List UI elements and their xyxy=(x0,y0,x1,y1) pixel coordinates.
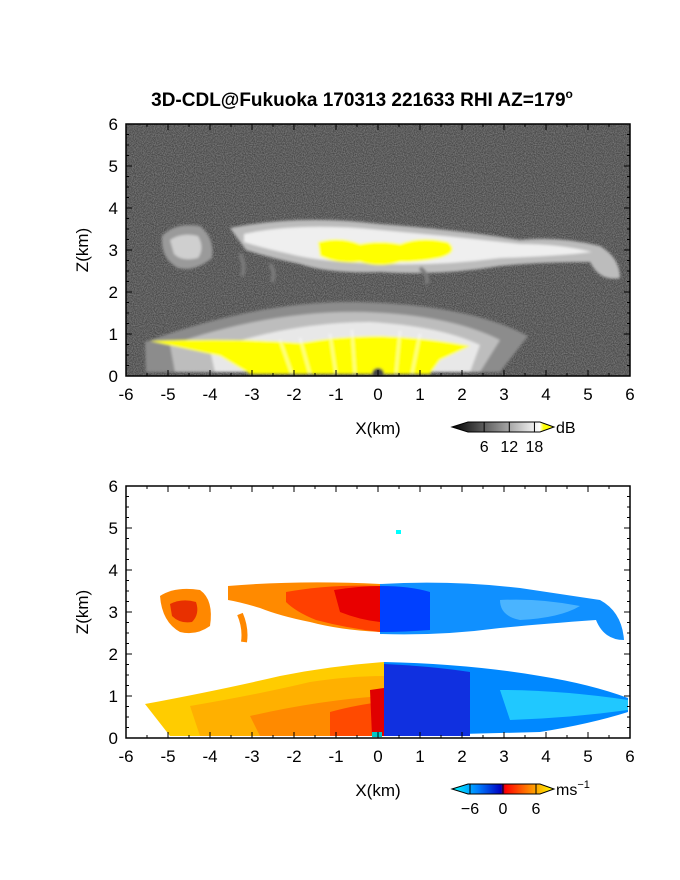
title-text: 3D-CDL@Fukuoka 170313 221633 RHI AZ=179 xyxy=(151,90,565,111)
velocity-ytick-label: 2 xyxy=(109,645,118,664)
intensity-xtick-label: 6 xyxy=(625,385,634,404)
velocity-colorbar-ticks: −6 0 6 xyxy=(461,784,541,818)
intensity-colorbar: dB 6 12 18 xyxy=(450,420,576,456)
intensity-xtick-label: 4 xyxy=(541,385,550,404)
intensity-colorbar-bar xyxy=(450,421,556,433)
velocity-xtick-label: 4 xyxy=(541,747,550,766)
intensity-ytick-label: 1 xyxy=(109,325,118,344)
intensity-xtick-label: -5 xyxy=(160,385,175,404)
velocity-xtick-label: 0 xyxy=(373,747,382,766)
intensity-xtick-label: 3 xyxy=(499,385,508,404)
intensity-ytick-label: 2 xyxy=(109,283,118,302)
velocity-boundary-layer xyxy=(145,662,628,737)
intensity-ytick-label: 3 xyxy=(109,241,118,260)
velocity-ticks: -6 -5 -4 -3 -2 -1 0 1 2 3 4 5 6 0 1 2 3 4 5 6 xyxy=(109,477,635,766)
intensity-ytick-label: 5 xyxy=(109,157,118,176)
velocity-colorbar-unit-base: ms xyxy=(556,782,577,799)
intensity-xtick-label: 1 xyxy=(415,385,424,404)
velocity-xtick-label: 3 xyxy=(499,747,508,766)
velocity-cloud-layer xyxy=(160,530,624,643)
velocity-colorbar-tick-label: 0 xyxy=(499,801,508,818)
intensity-xtick-label: 0 xyxy=(373,385,382,404)
velocity-xtick-label: -4 xyxy=(202,747,217,766)
intensity-xtick-label: -2 xyxy=(286,385,301,404)
intensity-ticks: -6 -5 -4 -3 -2 -1 0 1 2 3 4 5 6 0 1 2 3 4 5 6 xyxy=(109,115,635,404)
intensity-xtick-label: -6 xyxy=(118,385,133,404)
velocity-ytick-label: 6 xyxy=(109,477,118,496)
velocity-colorbar-unit-exp: −1 xyxy=(577,779,590,791)
intensity-xtick-label: 5 xyxy=(583,385,592,404)
velocity-ytick-label: 4 xyxy=(109,561,118,580)
intensity-xtick-label: -4 xyxy=(202,385,217,404)
velocity-xtick-label: 2 xyxy=(457,747,466,766)
velocity-xtick-label: -3 xyxy=(244,747,259,766)
velocity-plot-area xyxy=(126,486,630,738)
velocity-xtick-label: 1 xyxy=(415,747,424,766)
velocity-xtick-label: -5 xyxy=(160,747,175,766)
velocity-ytick-label: 1 xyxy=(109,687,118,706)
velocity-xtick-label: 5 xyxy=(583,747,592,766)
figure-title: 3D-CDL@Fukuoka 170313 221633 RHI AZ=179o xyxy=(151,87,573,111)
intensity-ylabel: Z(km) xyxy=(73,228,92,272)
velocity-xlabel: X(km) xyxy=(355,781,400,800)
velocity-ylabel: Z(km) xyxy=(73,590,92,634)
velocity-xtick-label: -6 xyxy=(118,747,133,766)
velocity-panel: -6 -5 -4 -3 -2 -1 0 1 2 3 4 5 6 0 1 2 3 4 5 6 X(km) Z(km) m… xyxy=(73,477,635,818)
intensity-plot-area xyxy=(126,124,630,376)
velocity-xtick-label: -1 xyxy=(328,747,343,766)
intensity-colorbar-tick-label: 6 xyxy=(480,439,489,456)
intensity-colorbar-tick-label: 12 xyxy=(500,439,518,456)
intensity-ytick-label: 0 xyxy=(109,367,118,386)
velocity-xtick-label: 6 xyxy=(625,747,634,766)
velocity-colorbar-tick-label: 6 xyxy=(532,801,541,818)
velocity-colorbar: ms−1 −6 0 6 xyxy=(450,779,590,818)
intensity-colorbar-ticks: 6 12 18 xyxy=(480,422,544,456)
velocity-ytick-label: 3 xyxy=(109,603,118,622)
velocity-ytick-label: 0 xyxy=(109,729,118,748)
intensity-xlabel: X(km) xyxy=(355,419,400,438)
velocity-colorbar-unit: ms−1 xyxy=(556,779,590,799)
intensity-xtick-label: 2 xyxy=(457,385,466,404)
velocity-xtick-label: -2 xyxy=(286,747,301,766)
title-degree: o xyxy=(566,87,573,101)
intensity-colorbar-unit: dB xyxy=(556,420,576,437)
intensity-ytick-label: 4 xyxy=(109,199,118,218)
intensity-ytick-label: 6 xyxy=(109,115,118,134)
velocity-ytick-label: 5 xyxy=(109,519,118,538)
intensity-colorbar-tick-label: 18 xyxy=(526,439,544,456)
intensity-boundary-layer xyxy=(145,301,528,376)
intensity-xtick-label: -3 xyxy=(244,385,259,404)
intensity-cloud-layer xyxy=(161,219,620,285)
intensity-xtick-label: -1 xyxy=(328,385,343,404)
velocity-colorbar-tick-label: −6 xyxy=(461,801,479,818)
svg-text:3D-CDL@Fukuoka 170313 221633 R: 3D-CDL@Fukuoka 170313 221633 RHI AZ=179o xyxy=(151,87,573,111)
